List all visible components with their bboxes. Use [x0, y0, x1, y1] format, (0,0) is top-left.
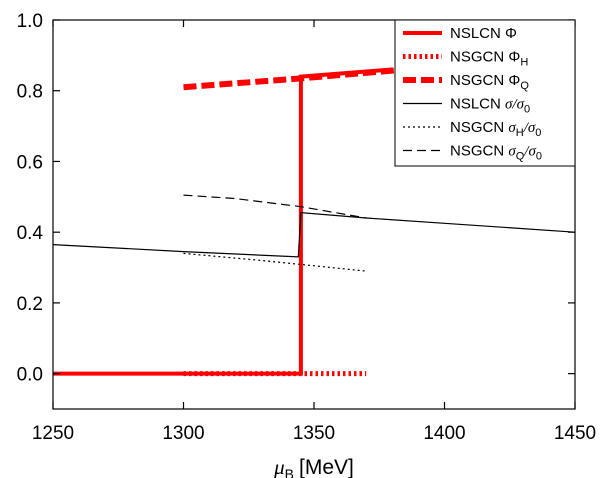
- y-tick-label: 0.0: [17, 365, 43, 386]
- y-tick-label: 0.2: [17, 294, 43, 315]
- legend-label-symbol: σ: [508, 120, 516, 136]
- legend-label-sub: H: [520, 57, 528, 69]
- legend-label-text: NSLCN: [450, 96, 505, 113]
- legend-label-symbol: σ: [505, 97, 513, 113]
- legend-label-text: NSGCN: [450, 143, 508, 160]
- legend-label-6: NSGCN σQ/σ0: [450, 143, 542, 163]
- legend-label-sub: Q: [520, 80, 529, 92]
- series-line-5: [183, 252, 367, 272]
- legend-label-suffix: /σ: [523, 120, 536, 136]
- series-line-4: [53, 212, 575, 258]
- legend-label-symbol: Φ: [508, 72, 520, 89]
- legend-label-text: NSLCN: [450, 25, 505, 42]
- legend-label-symbol: Φ: [508, 49, 520, 66]
- legend-box: [394, 19, 576, 167]
- x-tick-label: 1350: [293, 423, 335, 444]
- legend-label-text: NSGCN: [450, 119, 508, 136]
- legend-label-2: NSGCN ΦH: [450, 49, 528, 69]
- legend-label-suffix-sub: 0: [536, 151, 542, 163]
- series-line-1: [53, 67, 393, 376]
- legend-label-suffix: /σ: [511, 97, 524, 113]
- legend-label-sub: H: [516, 127, 524, 139]
- y-tick-label: 0.8: [17, 82, 43, 103]
- legend-label-symbol: Φ: [505, 25, 517, 42]
- legend-label-suffix: /σ: [523, 144, 536, 160]
- legend-label-4: NSLCN σ/σ0: [450, 96, 530, 116]
- y-tick-label: 0.4: [17, 223, 44, 244]
- x-tick-label: 1450: [554, 423, 596, 444]
- legend-label-text: NSGCN: [450, 49, 508, 66]
- series-line-3: [183, 66, 406, 91]
- legend-label-3: NSGCN ΦQ: [450, 72, 529, 92]
- x-tick-label: 1400: [423, 423, 465, 444]
- x-axis-label-symbol: μ: [273, 455, 285, 478]
- x-tick-label: 1250: [32, 423, 74, 444]
- legend-label-text: NSGCN: [450, 72, 508, 89]
- x-tick-label: 1300: [162, 423, 204, 444]
- ticks-layer: 1250 1300 1350 1400 1450 0.0 0.2 0.4 0.6 0.8 1.0: [17, 11, 597, 444]
- legend-label-1: NSLCN Φ: [450, 25, 517, 42]
- series-line-6: [183, 194, 367, 219]
- legend-label-sub: Q: [516, 151, 525, 163]
- x-axis-label-unit: [MeV]: [299, 456, 354, 478]
- legend-label-5: NSGCN σH/σ0: [450, 119, 541, 139]
- y-tick-label: 1.0: [17, 11, 43, 32]
- legend-label-symbol: σ: [508, 144, 516, 160]
- legend-label-suffix-sub: 0: [535, 127, 541, 139]
- x-axis-label-sub: B: [285, 466, 294, 478]
- series-layer: [53, 66, 575, 377]
- y-tick-label: 0.6: [17, 152, 43, 173]
- x-axis-label: μB [MeV]: [273, 455, 354, 478]
- legend-label-suffix-sub: 0: [524, 104, 530, 116]
